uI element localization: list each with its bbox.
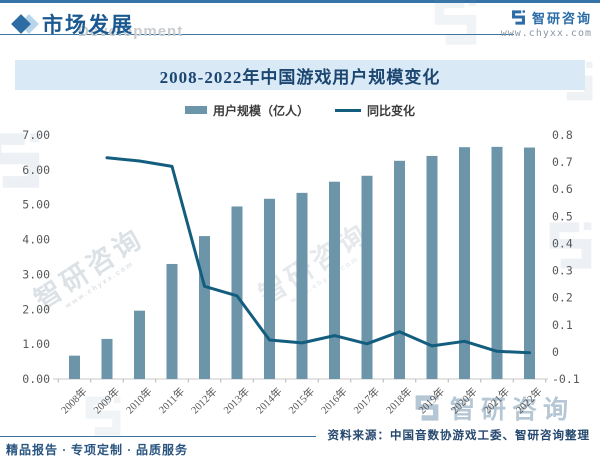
chart-title: 2008-2022年中国游戏用户规模变化 xyxy=(159,67,441,87)
right-axis-tick-label: 0.7 xyxy=(552,155,573,169)
page-header: Development 市场发展 智研咨询 www.chyxx.com xyxy=(0,3,600,48)
x-axis-category-label: 2009年 xyxy=(91,385,122,416)
chart-legend: 用户规模（亿人） 同比变化 xyxy=(0,101,600,119)
brand-name: 智研咨询 xyxy=(531,11,592,26)
right-axis-tick-label: 0.4 xyxy=(552,236,573,250)
x-axis-category-label: 2016年 xyxy=(318,385,349,416)
yoy-trend-line xyxy=(105,156,531,355)
line-series-label: 同比变化 xyxy=(367,103,416,118)
brand-logo-icon xyxy=(510,9,527,26)
right-axis-tick-label: 0.3 xyxy=(552,264,573,278)
header-rule xyxy=(0,34,514,35)
bar-2018年 xyxy=(394,160,405,379)
left-axis-tick-label: 6.00 xyxy=(22,163,50,177)
right-axis-tick-label: 0 xyxy=(552,345,559,359)
header-watermark-text: Development xyxy=(78,23,184,40)
legend-item-line-series: 同比变化 xyxy=(335,102,415,119)
x-axis-category-label: 2017年 xyxy=(351,385,382,416)
x-axis-category-label: 2010年 xyxy=(123,385,154,416)
combo-chart: 7.00 6.00 5.00 4.00 3.00 2.00 1.00 0.00 0.8 0.7 0.… xyxy=(22,128,580,416)
bar-series-label: 用户规模（亿人） xyxy=(212,103,309,118)
left-axis-tick-label: 1.00 xyxy=(22,337,50,351)
right-axis-tick-label: 0.8 xyxy=(552,128,573,142)
website-url: www.chyxx.com xyxy=(500,28,592,39)
section-title: 市场发展 xyxy=(42,13,134,37)
x-axis-category-label: 2015年 xyxy=(286,385,317,416)
legend-item-bar-series: 用户规模（亿人） xyxy=(184,102,309,119)
left-axis-tick-label: 7.00 xyxy=(22,128,50,142)
chart-title-banner: 2008-2022年中国游戏用户规模变化 xyxy=(15,60,585,90)
right-axis-tick-label: -0.1 xyxy=(552,372,580,386)
right-axis-tick-label: 0.1 xyxy=(552,318,573,332)
x-axis-category-label: 2011年 xyxy=(156,385,187,416)
bar-2013年 xyxy=(231,206,243,379)
bar-2021年 xyxy=(491,146,503,379)
bar-2015年 xyxy=(296,192,308,379)
data-source-note: 资料来源：中国音数协游戏工委、智研咨询整理 xyxy=(327,430,590,442)
x-axis-category-label: 2019年 xyxy=(416,385,447,416)
bar-2012年 xyxy=(199,236,210,379)
left-axis-tick-label: 0.00 xyxy=(22,372,50,386)
bar-2014年 xyxy=(264,198,275,379)
right-axis-tick-label: 0.5 xyxy=(552,209,573,223)
right-axis-tick-label: 0.6 xyxy=(552,182,573,196)
top-accent-rule xyxy=(0,0,600,3)
footer-rule xyxy=(0,436,316,437)
bar-2017年 xyxy=(361,175,373,379)
x-axis-category-label: 2012年 xyxy=(188,385,219,416)
bar-2016年 xyxy=(329,181,340,379)
left-axis-tick-label: 4.00 xyxy=(22,233,50,247)
x-axis-category-label: 2018年 xyxy=(383,385,414,416)
left-axis-tick-label: 5.00 xyxy=(22,198,50,212)
bar-2008年 xyxy=(69,355,80,379)
bar-2011年 xyxy=(166,263,178,379)
bar-2019年 xyxy=(426,155,438,379)
left-axis-tick-label: 2.00 xyxy=(22,302,50,316)
bar-2010年 xyxy=(134,310,145,379)
bar-series-swatch xyxy=(184,106,207,114)
bar-2020年 xyxy=(459,147,470,379)
footer-tagline: 精品报告 · 专项定制 · 品质服务 xyxy=(6,443,189,457)
x-axis-category-label: 2022年 xyxy=(513,385,544,416)
bar-2009年 xyxy=(101,338,113,379)
line-series-swatch xyxy=(335,108,361,112)
x-axis-category-label: 2013年 xyxy=(221,385,252,416)
x-axis-category-label: 2021年 xyxy=(481,385,512,416)
x-axis-category-label: 2020年 xyxy=(448,385,479,416)
brand-lockup: 智研咨询 xyxy=(510,8,592,27)
left-axis-tick-label: 3.00 xyxy=(22,267,50,281)
x-axis-category-label: 2008年 xyxy=(58,385,89,416)
x-axis-category-label: 2014年 xyxy=(253,385,284,416)
bar-2022年 xyxy=(524,147,535,379)
right-axis-tick-label: 0.2 xyxy=(552,291,573,305)
